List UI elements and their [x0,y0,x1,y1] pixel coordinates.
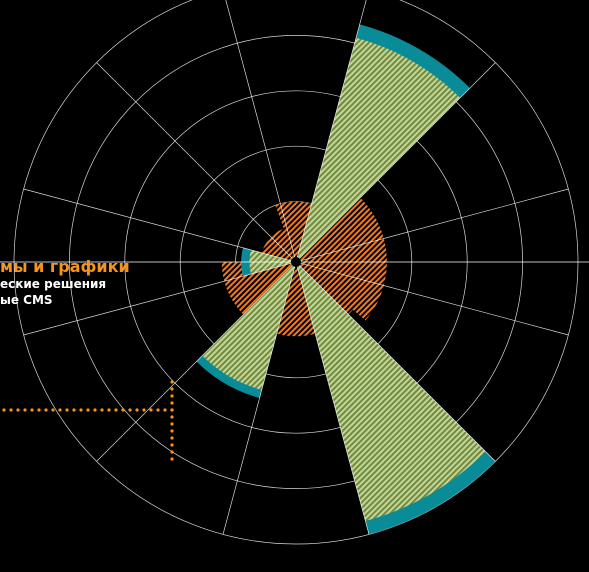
grid-spoke-3 [299,62,496,259]
leader-dot-6 [37,408,41,412]
leader-dot-4 [23,408,27,412]
grid-spoke-4 [300,188,569,262]
sector-series [196,24,496,535]
leader-dot-12 [79,408,83,412]
leader-dot-9 [58,408,62,412]
leader-dot-13 [86,408,90,412]
leader-dot-2 [9,408,13,412]
grid-spoke-1 [225,0,296,258]
grid-spoke-12 [96,62,293,259]
leader-dot-29 [170,401,174,405]
leader-dot-27 [170,387,174,391]
sector-1-inner [297,37,461,259]
grid-spoke-2 [296,0,367,258]
grid-spoke-8 [222,266,296,535]
leader-dot-21 [142,408,146,412]
sector-5-inner [297,265,486,522]
leader-dot-23 [156,408,160,412]
leader-dot-8 [51,408,55,412]
orange-segment-4 [260,228,295,262]
leader-dot-32 [170,422,174,426]
sector-7-inner [202,265,295,390]
leader-dot-19 [128,408,132,412]
grid-spoke-6 [299,265,496,462]
leader-dot-36 [170,450,174,454]
leader-dot-15 [100,408,104,412]
leader-dot-10 [65,408,69,412]
orange-segment-1 [298,187,387,321]
leader-dot-24 [163,408,167,412]
leader-dot-28 [170,394,174,398]
leader-dot-33 [170,429,174,433]
grid-spoke-11 [23,188,292,262]
leader-dot-22 [149,408,153,412]
dotted-leader-line [2,380,174,461]
leader-dot-31 [170,415,174,419]
leader-dot-20 [135,408,139,412]
leader-dot-3 [16,408,20,412]
leader-dot-7 [44,408,48,412]
grid-spokes [0,0,589,535]
grid-spoke-9 [96,265,293,462]
leader-dot-5 [30,408,34,412]
grid-spoke-5 [300,262,569,336]
leader-dot-16 [107,408,111,412]
leader-dot-30 [170,408,174,412]
grid-spoke-10 [23,262,292,336]
leader-dot-37 [170,457,174,461]
leader-dot-34 [170,436,174,440]
grid-spoke-7 [296,266,370,535]
leader-dot-14 [93,408,97,412]
leader-dot-26 [170,380,174,384]
leader-dot-1 [2,408,6,412]
leader-dot-11 [72,408,76,412]
leader-dot-18 [121,408,125,412]
leader-dot-35 [170,443,174,447]
leader-dot-17 [114,408,118,412]
